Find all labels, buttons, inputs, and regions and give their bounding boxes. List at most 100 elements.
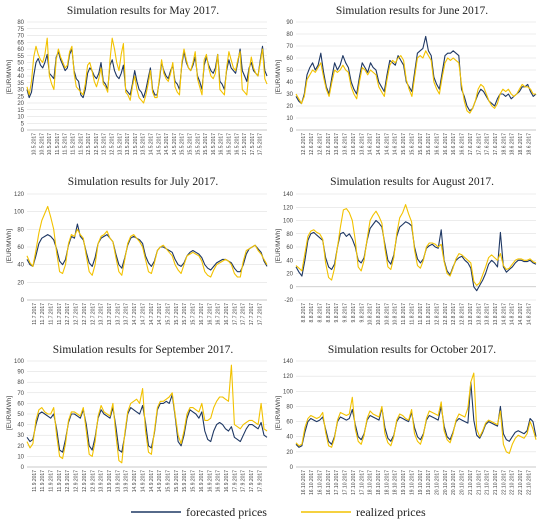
y-axis-label: [EUR/MWh] [275, 396, 282, 431]
series-line-realized [295, 372, 537, 454]
x-tick-label: 11.5.2017 [78, 133, 84, 155]
y-tick-label: 40 [286, 80, 293, 86]
x-tick-label: 13.7.2017 [124, 303, 130, 325]
x-tick-label: 16.10.2017 [309, 470, 315, 495]
panel-october: Simulation results for October 2017. [EU… [275, 344, 537, 495]
x-tick-label: 14.5.2017 [164, 133, 170, 155]
y-tick-label: 35 [17, 81, 24, 87]
x-tick-label: 14.6.2017 [376, 133, 382, 155]
x-tick-label: 21.10.2017 [485, 470, 491, 495]
x-tick-label: 19.10.2017 [426, 470, 432, 495]
x-tick-label: 17.7.2017 [257, 303, 263, 325]
x-tick-label: 16.7.2017 [224, 303, 230, 325]
x-tick-label: 18.10.2017 [368, 470, 374, 495]
x-tick-label: 8.8.2017 [317, 303, 323, 323]
x-tick-label: 11.7.2017 [32, 303, 38, 325]
x-tick-label: 15.9.2017 [191, 470, 197, 492]
x-tick-label: 14.8.2017 [501, 303, 507, 325]
y-tick-label: 90 [286, 20, 293, 26]
y-tick-label: 60 [286, 420, 293, 426]
y-tick-label: 120 [283, 205, 294, 211]
x-tick-label: 11.9.2017 [57, 470, 63, 492]
y-tick-label: 140 [283, 359, 294, 365]
series-line-forecasted [295, 35, 537, 112]
x-tick-label: 14.6.2017 [384, 133, 390, 155]
gridlines [27, 193, 267, 301]
x-tick-label: 17.7.2017 [241, 303, 247, 325]
x-tick-label: 14.8.2017 [510, 303, 516, 325]
legend-label-realized: realized prices [356, 505, 426, 519]
y-axis-label: [EUR/MWh] [275, 60, 282, 95]
x-tick-label: 12.7.2017 [82, 303, 88, 325]
x-tick-label: 20.10.2017 [460, 470, 466, 495]
y-tick-label: 140 [283, 192, 294, 198]
x-ticks: 10.5.2017 10.5.2017 10.5.2017 11.5.2017 11.5… [32, 133, 264, 155]
x-tick-label: 11.8.2017 [409, 303, 415, 325]
x-tick-label: 16.5.2017 [234, 133, 240, 155]
y-tick-label: 100 [14, 210, 25, 216]
x-tick-label: 16.5.2017 [227, 133, 233, 155]
x-tick-label: 14.5.2017 [149, 133, 155, 155]
x-ticks: 12.6.2017 12.6.2017 12.6.2017 12.6.2017 13.6… [301, 133, 533, 155]
gridlines [296, 193, 536, 301]
x-tick-label: 15.6.2017 [409, 133, 415, 155]
x-tick-label: 14.7.2017 [149, 303, 155, 325]
y-tick-label: 100 [283, 219, 294, 225]
gridlines [27, 360, 267, 468]
y-tick-label: 25 [17, 94, 24, 100]
x-tick-label: 17.10.2017 [351, 470, 357, 495]
x-tick-label: 13.6.2017 [359, 133, 365, 155]
y-ticks: 0 20 40 60 80 100 120 140 [283, 359, 294, 471]
x-tick-label: 10.8.2017 [384, 303, 390, 325]
x-tick-label: 15.7.2017 [174, 303, 180, 325]
x-tick-label: 17.9.2017 [241, 470, 247, 492]
y-tick-label: 5 [21, 121, 25, 127]
x-tick-label: 12.8.2017 [451, 303, 457, 325]
y-tick-label: 15 [17, 108, 24, 114]
y-tick-label: 120 [14, 192, 25, 198]
x-tick-label: 18.10.2017 [376, 470, 382, 495]
x-tick-label: 12.8.2017 [460, 303, 466, 325]
x-ticks: 11.9.2017 11.9.2017 11.9.2017 11.9.2017 12.9… [32, 470, 264, 492]
panel-title: Simulation results for June 2017. [336, 5, 488, 17]
series-line-realized [26, 205, 268, 278]
panel-june: Simulation results for June 2017. [EUR/M… [275, 5, 537, 155]
y-tick-label: 65 [17, 40, 24, 46]
x-tick-label: 16.5.2017 [211, 133, 217, 155]
y-tick-label: 80 [17, 20, 24, 26]
x-tick-label: 18.10.2017 [393, 470, 399, 495]
x-tick-label: 21.10.2017 [468, 470, 474, 495]
y-tick-label: 60 [286, 56, 293, 62]
x-ticks: 11.7.2017 11.7.2017 11.7.2017 11.7.2017 12.7… [32, 303, 264, 325]
y-axis-label: [EUR/MWh] [6, 229, 13, 264]
x-tick-label: 14.8.2017 [526, 303, 532, 325]
x-tick-label: 14.9.2017 [157, 470, 163, 492]
x-tick-label: 19.10.2017 [409, 470, 415, 495]
x-tick-label: 8.8.2017 [326, 303, 332, 323]
x-tick-label: 12.9.2017 [82, 470, 88, 492]
x-tick-label: 17.5.2017 [258, 133, 264, 155]
legend: forecasted prices realized prices [131, 505, 426, 519]
x-tick-label: 10.8.2017 [368, 303, 374, 325]
x-tick-label: 16.7.2017 [216, 303, 222, 325]
x-tick-label: 9.8.2017 [359, 303, 365, 323]
x-tick-label: 13.8.2017 [476, 303, 482, 325]
y-tick-label: 10 [286, 116, 293, 122]
series-lines [295, 35, 537, 114]
x-tick-label: 13.8.2017 [485, 303, 491, 325]
x-tick-label: 17.6.2017 [485, 133, 491, 155]
y-tick-label: 60 [17, 47, 24, 53]
x-tick-label: 13.7.2017 [107, 303, 113, 325]
x-tick-label: 17.9.2017 [257, 470, 263, 492]
series-line-realized [295, 50, 536, 114]
panel-may: Simulation results for May 2017. [EUR/MW… [6, 5, 268, 155]
y-tick-label: 55 [17, 54, 24, 60]
x-ticks: 8.8.2017 8.8.2017 8.8.2017 8.8.2017 9.8.2017… [301, 303, 533, 325]
x-tick-label: 12.7.2017 [65, 303, 71, 325]
x-tick-label: 22.10.2017 [501, 470, 507, 495]
x-tick-label: 12.5.2017 [102, 133, 108, 155]
y-tick-label: 60 [286, 245, 293, 251]
y-tick-label: 60 [17, 245, 24, 251]
x-tick-label: 16.9.2017 [216, 470, 222, 492]
y-tick-label: 45 [17, 67, 24, 73]
